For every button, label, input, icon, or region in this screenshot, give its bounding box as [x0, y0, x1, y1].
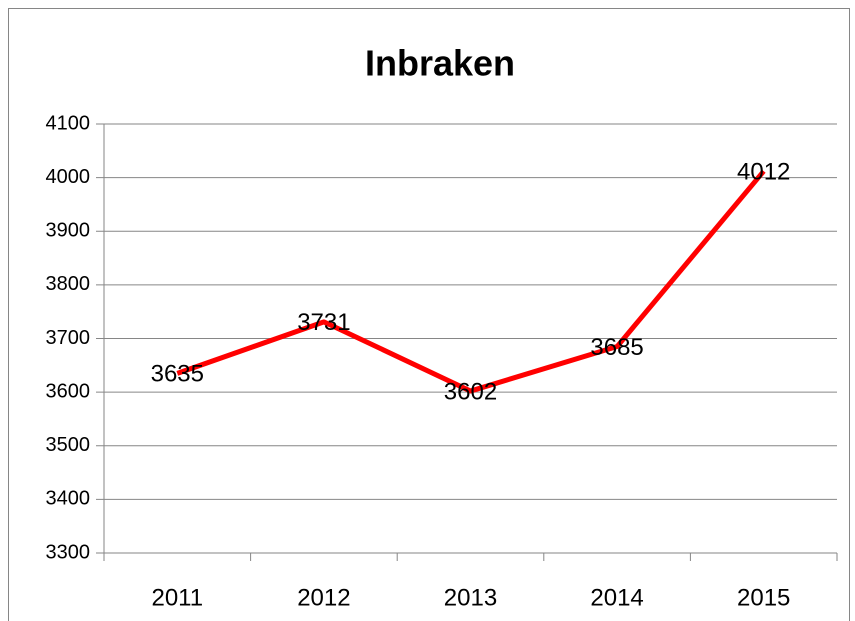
x-tick-label: 2015 — [737, 584, 790, 611]
x-tick-label: 2013 — [444, 584, 497, 611]
y-tick-label: 3600 — [46, 380, 91, 402]
x-tick-label: 2011 — [151, 584, 203, 611]
y-tick-label: 3800 — [46, 273, 91, 295]
data-label: 3685 — [590, 334, 643, 361]
y-tick-label: 4000 — [46, 166, 91, 188]
chart-border — [8, 8, 850, 621]
x-tick-label: 2012 — [297, 584, 350, 611]
x-tick-label: 2014 — [590, 584, 643, 611]
data-label: 4012 — [737, 159, 790, 186]
data-label: 3635 — [151, 361, 204, 388]
y-tick-label: 3300 — [46, 541, 91, 563]
data-label: 3731 — [297, 309, 350, 336]
chart-title: Inbraken — [365, 43, 515, 84]
y-tick-label: 3500 — [46, 434, 91, 456]
y-tick-label: 4100 — [46, 112, 91, 134]
line — [176, 169, 766, 394]
y-tick-label: 3400 — [46, 488, 91, 510]
y-tick-label: 3700 — [46, 327, 91, 349]
data-label: 3602 — [444, 378, 497, 405]
y-tick-label: 3900 — [46, 220, 91, 242]
